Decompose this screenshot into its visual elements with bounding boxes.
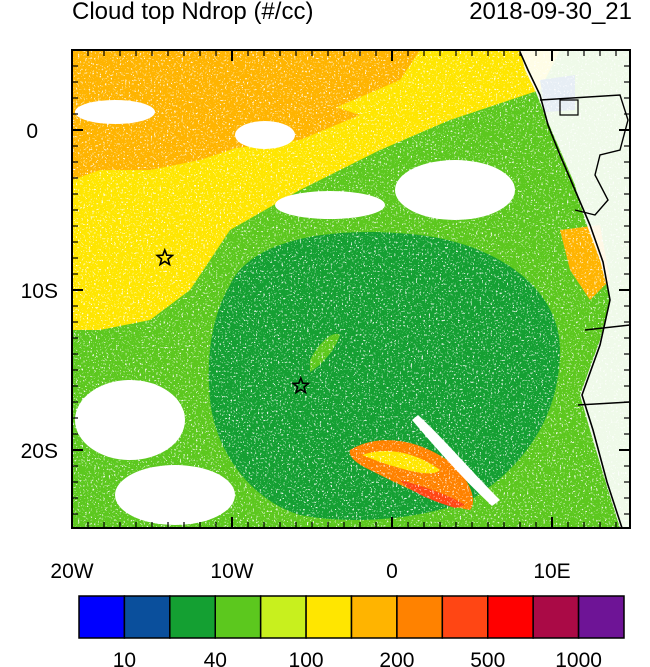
map-field	[72, 50, 630, 528]
colorbar-swatch	[396, 595, 444, 639]
colorbar-swatch	[123, 595, 171, 639]
colorbar-swatch	[305, 595, 353, 639]
y-tick-label: 0	[26, 120, 38, 143]
colorbar-swatch	[441, 595, 489, 639]
colorbar-swatch	[78, 595, 126, 639]
x-tick-label: 10W	[210, 560, 253, 583]
colorbar-swatch	[532, 595, 580, 639]
colorbar-swatch	[169, 595, 216, 639]
colorbar-label: 10	[113, 649, 136, 667]
map-title: Cloud top Ndrop (#/cc)	[72, 0, 314, 25]
x-tick-label: 0	[386, 560, 398, 583]
colorbar-label: 1000	[555, 649, 602, 667]
timestamp: 2018-09-30_21	[469, 0, 632, 25]
colorbar-label: 500	[470, 649, 505, 667]
y-tick-label: 20S	[21, 440, 58, 463]
y-tick-label: 10S	[21, 280, 58, 303]
star-marker-north	[155, 247, 175, 267]
colorbar-swatch	[577, 595, 625, 639]
colorbar	[78, 595, 625, 639]
colorbar-label: 200	[379, 649, 414, 667]
colorbar-swatch	[487, 595, 534, 639]
star-marker-south	[291, 375, 311, 395]
colorbar-swatch	[214, 595, 262, 639]
colorbar-label: 40	[204, 649, 227, 667]
x-tick-label: 20W	[50, 560, 93, 583]
colorbar-swatch	[259, 595, 307, 639]
colorbar-label: 100	[289, 649, 324, 667]
axis-ticks	[71, 49, 630, 528]
colorbar-swatch	[350, 595, 398, 639]
x-tick-label: 10E	[533, 560, 570, 583]
